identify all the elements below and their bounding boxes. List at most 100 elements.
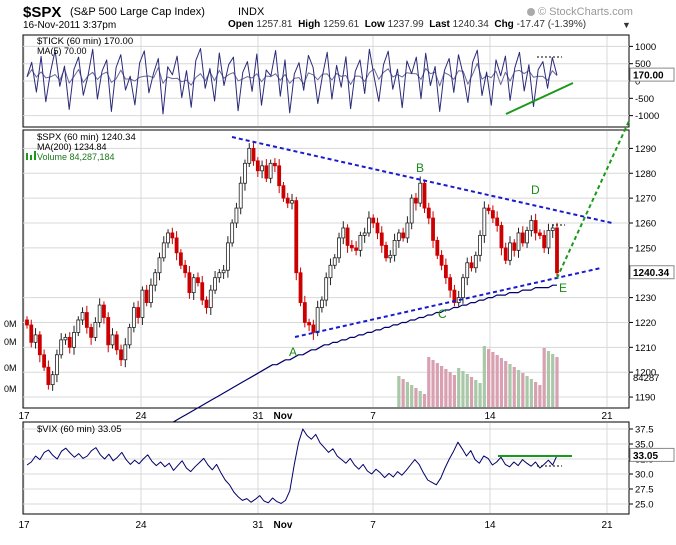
candle-body (106, 317, 111, 346)
x-tick-label: 21 (601, 411, 613, 422)
candle-body (439, 254, 444, 266)
tick-last-value: 170.00 (633, 71, 664, 82)
y-tick-label: -500 (635, 94, 654, 105)
price-y-axis: 1290 1280 1270 1260 1250 1230 1220 1210 1200 1190… (629, 0, 675, 404)
candle-body (37, 334, 42, 356)
candle-body (136, 307, 141, 318)
volume-bar (487, 349, 491, 407)
left-volume-label: 0M (4, 337, 17, 347)
candle-body (281, 185, 286, 199)
candle-body (405, 222, 410, 239)
candle-body (418, 182, 423, 204)
candle-body (183, 264, 188, 274)
candle-body (529, 220, 534, 231)
volume-bar (465, 374, 469, 407)
ohlc-stats: Open 1257.81 High 1259.61 Low 1237.99 La… (228, 19, 586, 30)
volume-bar (444, 369, 448, 407)
symbol-title: $SPX (23, 4, 62, 21)
volume-bar (435, 363, 439, 407)
candle-body (213, 277, 217, 291)
candle-body (29, 324, 34, 343)
volume-bar (410, 385, 414, 407)
watermark-logo-dot (527, 8, 535, 16)
candle-body (315, 307, 320, 333)
y-tick-label: 1280 (635, 169, 656, 180)
candle-body (503, 247, 508, 261)
candle-body (328, 264, 333, 279)
candle-body (311, 324, 316, 333)
candle-body (268, 162, 273, 179)
candle-body (264, 165, 269, 179)
volume-bar (555, 357, 559, 407)
tick-line (26, 48, 558, 115)
candle-body (422, 182, 427, 209)
candle-body (478, 235, 482, 256)
candle-body (482, 207, 487, 236)
volume-bar (397, 376, 401, 407)
wave-label-c: C (438, 307, 447, 321)
x-tick-label: 24 (135, 411, 147, 422)
chevron-down-icon[interactable]: ▼ (622, 20, 631, 30)
candle-body (72, 332, 76, 348)
symbol-exchange: INDX (238, 6, 265, 18)
candle-body (178, 252, 183, 266)
candle-body (396, 232, 401, 241)
volume-bar (431, 360, 435, 407)
volume-bar (478, 383, 482, 407)
y-tick-label: 1220 (635, 318, 656, 329)
x-tick-label: 31 (252, 520, 264, 531)
candle-body (42, 354, 46, 368)
volume-bar (546, 351, 551, 407)
x-tick-label: 14 (484, 411, 496, 422)
volume-bar (452, 375, 457, 407)
candle-body (332, 257, 337, 266)
x-tick-label: 7 (370, 411, 376, 422)
candle-body (448, 277, 453, 291)
candle-body (225, 242, 230, 271)
wave-label-a: A (289, 345, 297, 359)
upper-trendline (231, 136, 613, 224)
candle-body (59, 339, 64, 356)
chg-label: Chg (494, 19, 514, 30)
candle-body (508, 242, 512, 261)
candle-body (247, 148, 252, 164)
candle-body (358, 235, 363, 251)
volume-bar (538, 385, 542, 407)
candle-body (80, 312, 85, 321)
price-legend-line2: MA(200) 1234.84 (37, 142, 107, 152)
volume-legend-icon-3 (34, 151, 36, 160)
candle-body (520, 232, 525, 244)
volume-bar (551, 354, 555, 407)
candle-body (392, 240, 397, 256)
price-legend-line3: Volume 84,287,184 (37, 152, 115, 162)
y-tick-label: 30.0 (635, 470, 654, 481)
candle-body (550, 227, 555, 231)
volume-bar (491, 352, 495, 407)
y-tick-label: 35.0 (635, 440, 654, 451)
candle-body (161, 242, 166, 259)
price-legend-line1: $SPX (60 min) 1240.34 (37, 132, 136, 143)
volume-bar (469, 377, 474, 407)
volume-bar (414, 388, 418, 407)
tick-last-value-box (629, 67, 675, 82)
candle-body (426, 207, 431, 219)
candle-body (277, 165, 282, 187)
tick-y-axis: 1000 500 0 -500 -1000 170.00 (629, 42, 675, 122)
candle-body (110, 334, 115, 346)
candle-body (123, 344, 128, 361)
candle-body (495, 217, 500, 226)
wave-label-e: E (559, 281, 567, 295)
x-axis-labels-mid: 17 24 31 Nov 7 14 21 (18, 411, 613, 422)
wave-label-b: B (416, 161, 424, 175)
volume-bar (521, 373, 525, 407)
candle-body (302, 302, 307, 323)
candle-body (140, 289, 145, 318)
low-label: Low (364, 19, 385, 30)
high-value: 1259.61 (323, 19, 360, 30)
left-volume-label: 0M (4, 319, 17, 329)
volume-bar (504, 361, 508, 407)
price-panel: 1290 1280 1270 1260 1250 1230 1220 1210 1200 1190… (4, 0, 675, 508)
y-tick-label: 25.0 (635, 500, 654, 511)
candle-body (67, 336, 72, 348)
